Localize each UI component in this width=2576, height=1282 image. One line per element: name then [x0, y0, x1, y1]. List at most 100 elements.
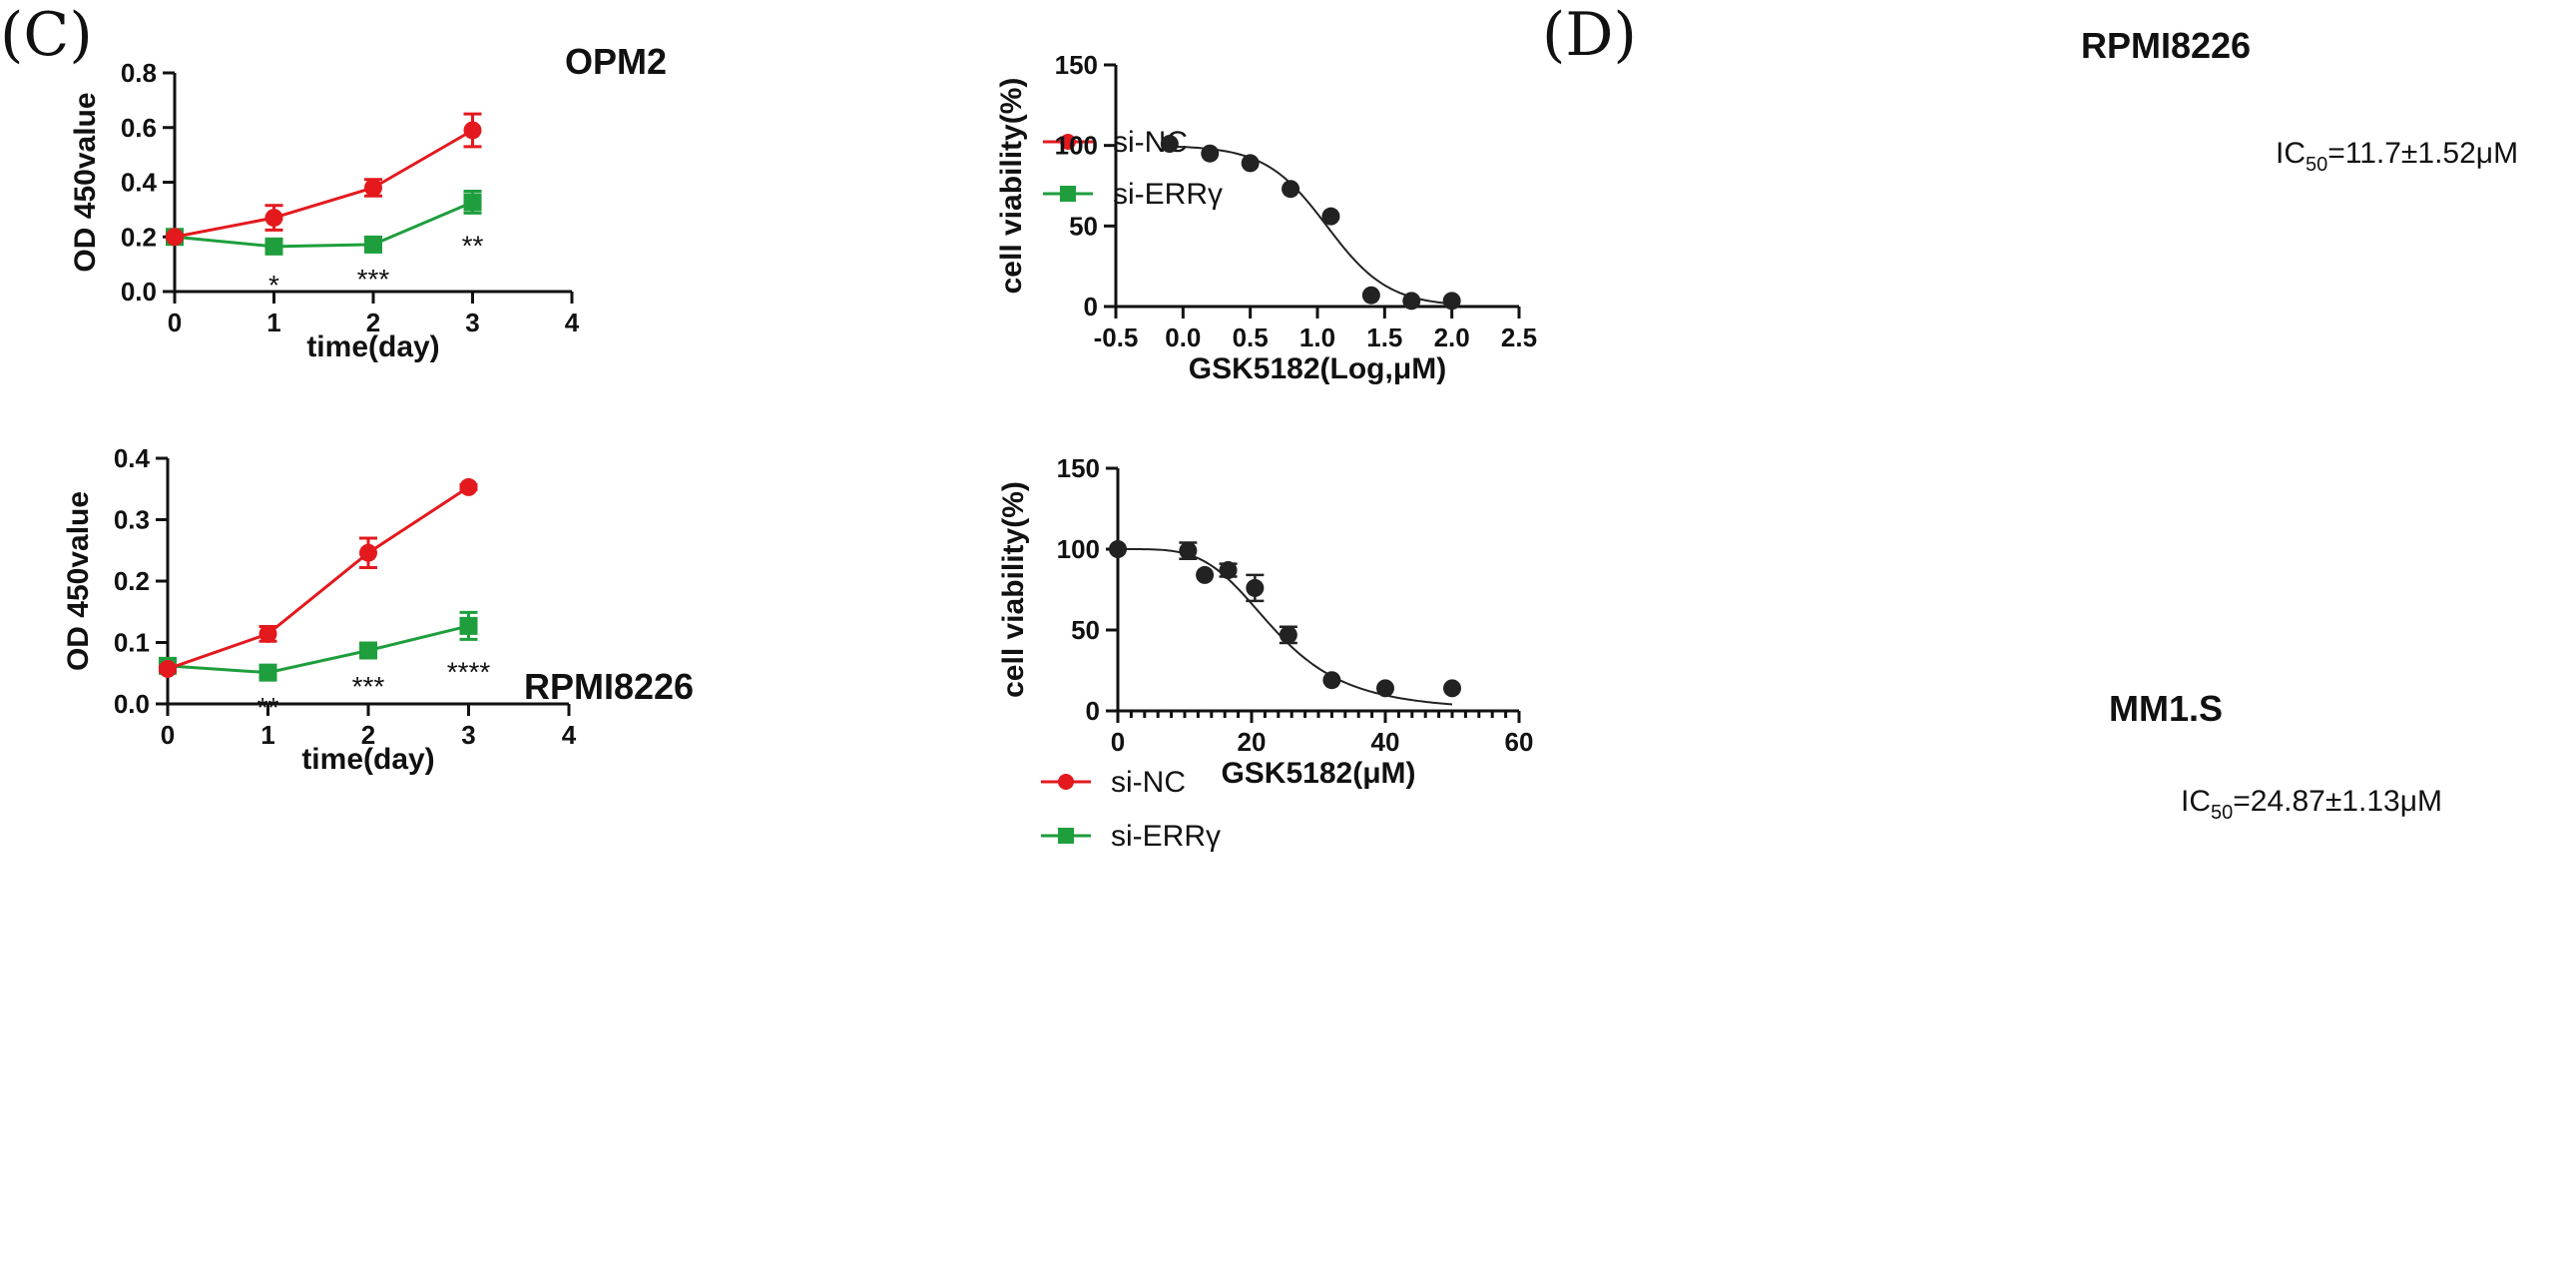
x-tick-label: -0.5: [1094, 322, 1139, 352]
chart-title: OPM2: [565, 41, 667, 82]
ic50-annotation: IC50=11.7±1.52μM: [2276, 137, 2518, 176]
data-point: [1361, 286, 1380, 305]
y-tick-label: 0.2: [114, 566, 150, 596]
data-point: [1321, 207, 1340, 226]
legend-marker-si-err: [1060, 186, 1076, 202]
data-point-si-err: [463, 193, 482, 212]
legend: si-NC si-ERRγ: [1043, 126, 1223, 211]
x-tick-label: 4: [565, 308, 580, 337]
x-axis-label: time(day): [301, 743, 434, 776]
rpmi8226-growth-chart: RPMI8226 0.0 0.1 0.2 0.3 0.4 0 1 2 3 4 time(day) OD…: [62, 443, 1221, 853]
rpmi8226-dose-response-chart: RPMI8226 0 50 100 150 -0.5 0.0 0.5 1.0 1.5 2.0 2.5…: [995, 25, 2518, 385]
data-point-si-err: [264, 237, 283, 256]
y-tick-label: 150: [1055, 50, 1098, 80]
series-line-si-err: [167, 624, 469, 675]
data-point-si-err: [459, 616, 478, 635]
legend-marker-si-nc: [1058, 774, 1074, 790]
y-tick-label: 0.3: [114, 505, 150, 535]
data-point: [1442, 292, 1461, 311]
data-point: [1179, 541, 1198, 560]
y-tick-label: 0.2: [121, 222, 157, 252]
significance-mark: ***: [357, 264, 390, 295]
ic50-value: =11.7±1.52μM: [2327, 137, 2518, 170]
legend-label-si-err: si-ERRγ: [1111, 820, 1221, 853]
ic50-prefix: IC: [2276, 137, 2306, 170]
data-point-si-nc: [459, 477, 478, 496]
y-tick-label: 0: [1084, 292, 1098, 321]
data-point-si-nc: [159, 659, 177, 678]
y-tick-label: 150: [1057, 453, 1100, 483]
y-tick-label: 0.4: [121, 168, 158, 198]
data-point: [1241, 154, 1260, 173]
x-tick-label: 20: [1238, 727, 1267, 757]
data-point-si-nc: [166, 228, 184, 247]
x-axis-label: time(day): [306, 330, 439, 363]
data-point-si-err: [258, 663, 277, 682]
ic50-subscript: 50: [2211, 802, 2233, 824]
x-tick-label: 2: [361, 720, 375, 750]
data-point-si-nc: [463, 121, 482, 140]
y-tick-label: 50: [1069, 211, 1098, 241]
y-tick-label: 0.0: [121, 277, 157, 307]
x-tick-label: 3: [465, 308, 479, 337]
y-tick-label: 100: [1057, 534, 1100, 564]
data-point: [1376, 679, 1394, 698]
x-tick-label: 0: [161, 720, 175, 750]
series-line-si-nc: [167, 485, 470, 671]
data-point-si-nc: [359, 543, 377, 562]
series-line-si-nc: [174, 129, 474, 239]
x-tick-label: 2.0: [1434, 322, 1470, 352]
legend-label-si-nc: si-NC: [1111, 766, 1186, 799]
ic50-subscript: 50: [2306, 154, 2327, 176]
significance-mark: **: [462, 230, 484, 261]
data-point: [1196, 565, 1215, 584]
data-point: [1279, 625, 1297, 644]
x-tick-label: 60: [1505, 727, 1534, 757]
x-tick-label: 2: [366, 308, 380, 337]
x-tick-label: 40: [1371, 727, 1400, 757]
data-point: [1282, 180, 1300, 199]
data-point-si-nc: [258, 624, 277, 643]
data-point: [1219, 561, 1238, 580]
y-tick-label: 0: [1086, 696, 1100, 726]
y-axis-label: OD 450value: [69, 92, 102, 272]
y-tick-label: 0.8: [121, 58, 157, 88]
significance-mark: *: [268, 270, 279, 301]
legend-label-si-err: si-ERRγ: [1113, 178, 1223, 211]
data-point-si-nc: [264, 209, 283, 228]
mm1s-dose-response-chart: MM1.S 0 50 100 150 0 20 40 60 GSK5182(μM) cell vi…: [997, 453, 2442, 824]
data-point: [1246, 578, 1265, 597]
significance-mark: ***: [352, 671, 385, 702]
y-tick-label: 0.0: [114, 689, 150, 719]
x-axis-label: GSK5182(Log,μM): [1189, 352, 1446, 385]
x-tick-label: 2.5: [1501, 322, 1537, 352]
data-point: [1402, 292, 1421, 311]
x-axis-label: GSK5182(μM): [1221, 757, 1415, 790]
legend: si-NC si-ERRγ: [1041, 766, 1221, 853]
y-axis-label: cell viability(%): [995, 78, 1028, 295]
ic50-annotation: IC50=24.87±1.13μM: [2181, 785, 2442, 824]
fit-curve: [1169, 145, 1452, 306]
x-tick-label: 4: [562, 720, 577, 750]
legend-marker-si-nc: [1060, 134, 1076, 150]
chart-title: MM1.S: [2109, 688, 2223, 729]
chart-title: RPMI8226: [524, 666, 694, 707]
panel-label-d: (D): [1542, 0, 1637, 70]
data-point: [1322, 671, 1341, 690]
y-tick-label: 0.6: [121, 113, 157, 143]
y-tick-label: 100: [1055, 131, 1098, 161]
legend-marker-si-err: [1058, 828, 1074, 844]
x-tick-label: 0: [1111, 727, 1125, 757]
x-tick-label: 3: [461, 720, 475, 750]
y-tick-label: 50: [1071, 615, 1100, 645]
data-point: [1443, 679, 1461, 698]
ic50-prefix: IC: [2181, 785, 2211, 818]
y-axis-label: cell viability(%): [997, 481, 1030, 698]
x-tick-label: 0: [168, 308, 182, 337]
data-point-si-nc: [364, 178, 382, 197]
y-tick-label: 0.4: [114, 443, 151, 473]
panel-label-c: (C): [0, 0, 93, 70]
ic50-value: =24.87±1.13μM: [2233, 785, 2442, 818]
data-point: [1109, 540, 1127, 558]
x-tick-label: 1.5: [1366, 322, 1402, 352]
